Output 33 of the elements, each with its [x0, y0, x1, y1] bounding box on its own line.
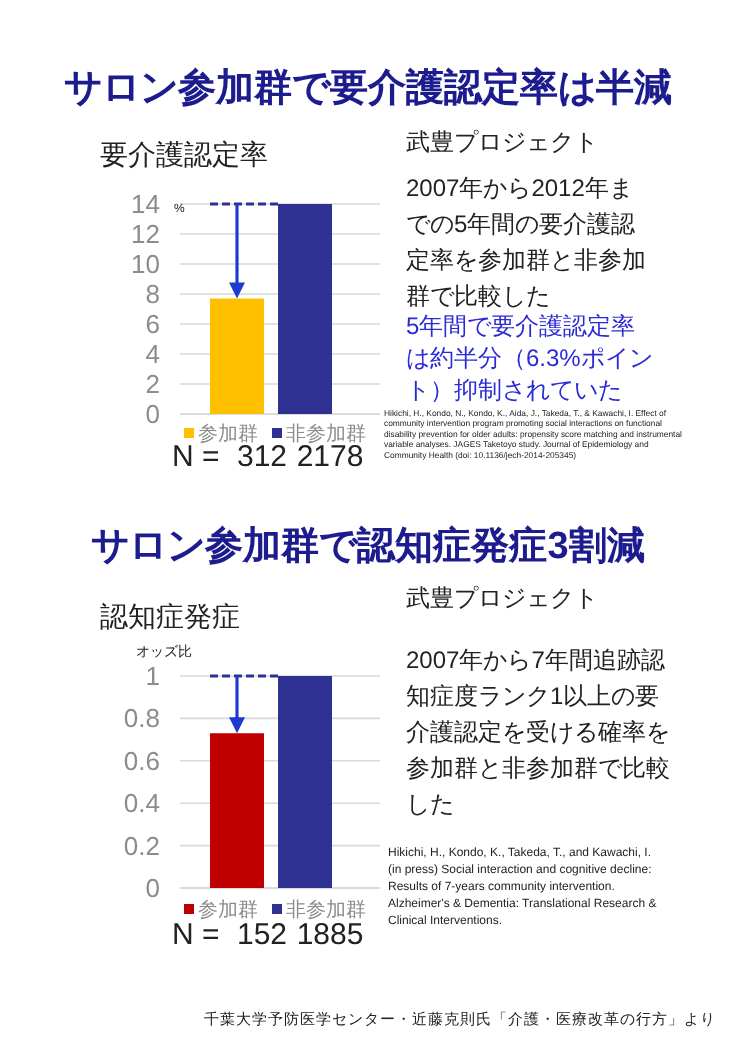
legend-label: 参加群: [198, 422, 258, 446]
text: 5年間で要介護認定率は約半分（6.3%ポイント）抑制されていた: [406, 312, 653, 404]
legend-label: 非参加群: [286, 422, 366, 446]
text: 2178: [296, 440, 364, 474]
text: 2007年から2012年までの5年間の要介護認定率を参加群と非参加群で比較した: [406, 174, 646, 310]
y-tick-label: 0.2: [123, 830, 160, 861]
y-tick-label: 4: [145, 339, 160, 369]
y-tick-label: 14: [131, 189, 160, 219]
legend-label: 参加群: [198, 898, 258, 922]
text: 武豊プロジェクト: [406, 584, 598, 612]
text: 武豊プロジェクト: [406, 128, 598, 156]
y-axis-title: 要介護認定率: [100, 138, 268, 170]
y-tick-label: 2: [145, 369, 160, 399]
text: N =: [172, 440, 220, 474]
text: 312: [236, 440, 288, 474]
y-tick-label: 0.6: [123, 745, 160, 776]
y-tick-label: 12: [131, 219, 160, 249]
legend-label: 非参加群: [286, 898, 366, 922]
y-tick-label: 8: [145, 279, 160, 309]
y-tick-label: 0: [145, 873, 160, 903]
text: 152: [236, 918, 288, 952]
y-tick-label: 0: [145, 399, 160, 429]
y-tick-label: 0.8: [123, 703, 160, 734]
chart-title: サロン参加群で認知症発症3割減: [91, 524, 645, 568]
y-tick-label: 1: [145, 661, 160, 691]
text: N =: [172, 918, 220, 952]
text: 1885: [296, 918, 364, 952]
text: 2007年から7年間追跡認知症度ランク1以上の要介護認定を受ける確率を参加群と非参加群で比較した: [406, 646, 670, 818]
y-tick-label: 0.4: [123, 788, 160, 819]
y-tick-label: 10: [131, 249, 160, 279]
y-axis-title: 認知症発症: [100, 600, 240, 632]
chart-title: サロン参加群で要介護認定率は半減: [64, 66, 672, 110]
y-tick-label: 6: [145, 309, 160, 339]
